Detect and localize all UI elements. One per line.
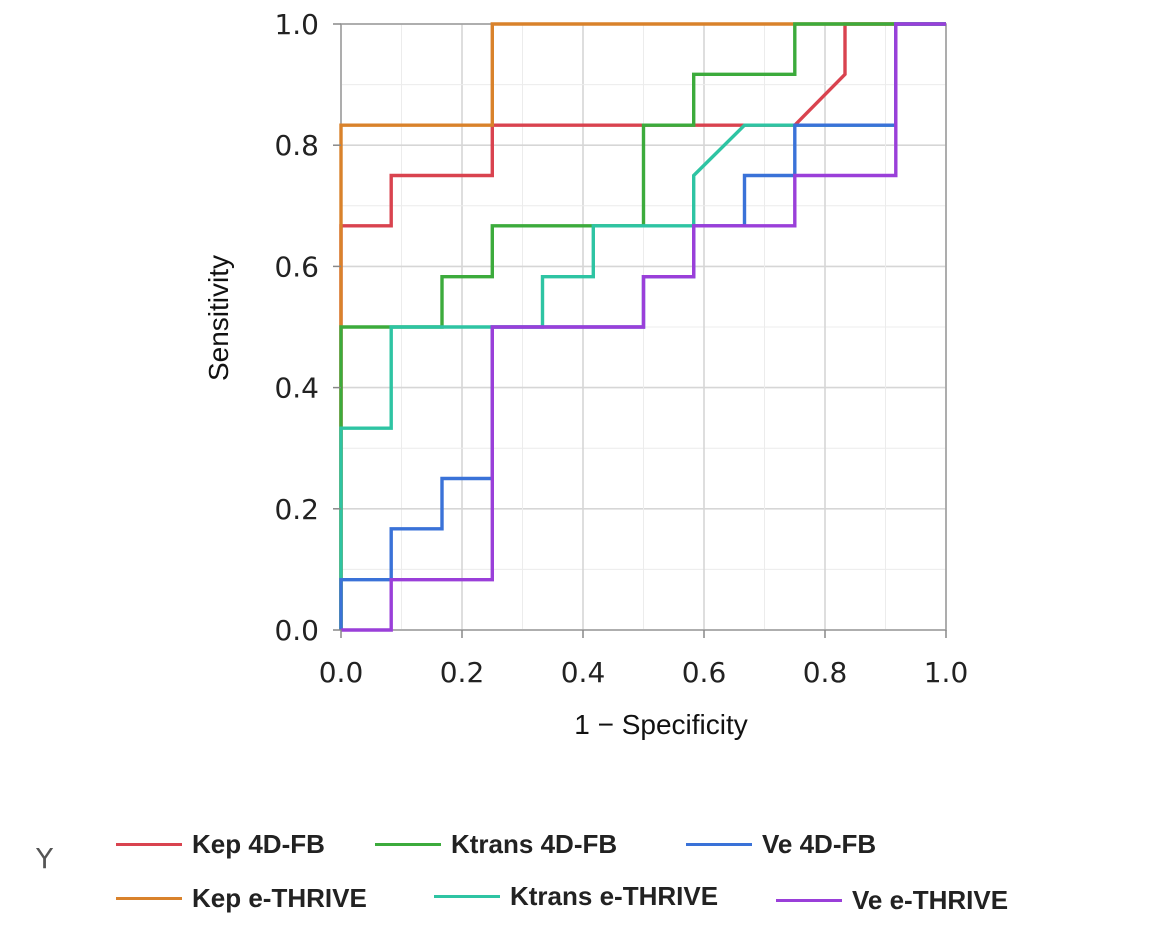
- y-tick-label: 1.0: [274, 8, 319, 41]
- series-line-kep-e-thrive: [339, 22, 946, 630]
- y-tick-label: 0.8: [274, 129, 319, 162]
- x-tick-label: 0.0: [319, 656, 364, 689]
- x-tick-label: 0.4: [561, 656, 606, 689]
- x-tick-label: 0.2: [440, 656, 485, 689]
- y-axis-label: Sensitivity: [203, 255, 234, 381]
- series-line-ve-e-thrive: [341, 22, 946, 632]
- x-tick-label: 1.0: [924, 656, 969, 689]
- x-tick-label: 0.6: [682, 656, 727, 689]
- y-tick-label: 0.6: [274, 250, 319, 283]
- y-tick-label: 0.0: [274, 614, 319, 647]
- y-tick-label: 0.4: [274, 372, 319, 405]
- series-line-kep-4d-fb: [339, 22, 946, 630]
- x-tick-label: 0.8: [803, 656, 848, 689]
- series-lines: [339, 22, 946, 632]
- axis-ticks: 0.0 0.2 0.4 0.6 0.8 1.0 0.0 0.2 0.4 0.6 0.8 1.0: [274, 8, 968, 689]
- x-axis-label: 1 − Specificity: [574, 709, 748, 740]
- y-tick-label: 0.2: [274, 493, 319, 526]
